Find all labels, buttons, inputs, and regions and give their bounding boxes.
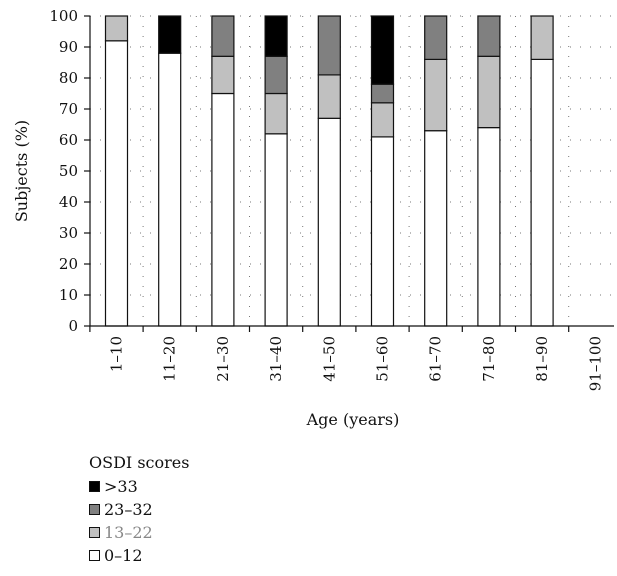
bar-segment	[424, 58, 448, 132]
legend-items: >33 23–32 13–22 0–12	[89, 475, 189, 567]
legend-label: 13–22	[104, 522, 153, 542]
bar-segment	[370, 83, 395, 104]
legend-swatch	[89, 550, 100, 561]
bar-segment	[104, 15, 129, 42]
legend-label: 23–32	[104, 499, 153, 519]
axes	[84, 15, 614, 332]
bar-segment	[104, 40, 129, 327]
x-tick-label: 31–40	[267, 336, 285, 382]
y-tick-label: 50	[59, 162, 78, 180]
y-axis-label: Subjects (%)	[12, 120, 31, 222]
bars	[104, 15, 554, 327]
legend-item: 13–22	[89, 521, 189, 544]
legend-swatch	[89, 527, 100, 538]
bar-segment	[264, 133, 288, 327]
bar-segment	[424, 15, 448, 61]
bar-segment	[370, 15, 395, 85]
x-tick-label: 41–50	[320, 336, 338, 382]
legend-swatch	[89, 504, 100, 515]
legend-label: 0–12	[104, 545, 143, 565]
y-tick-label: 90	[59, 38, 78, 56]
x-axis-label: Age (years)	[306, 410, 400, 429]
legend-item: 0–12	[89, 544, 189, 567]
legend-swatch	[89, 481, 100, 492]
bar-segment	[158, 52, 182, 327]
x-tick-label: 81–90	[533, 336, 551, 382]
bar-segment	[477, 126, 501, 327]
bar-segment	[477, 15, 501, 57]
y-tick-label: 10	[59, 286, 78, 304]
legend-title: OSDI scores	[89, 453, 190, 472]
bar-segment	[211, 15, 235, 57]
y-tick-label: 70	[59, 100, 78, 118]
legend-item: 23–32	[89, 498, 189, 521]
bar-segment	[211, 55, 235, 95]
x-tick-label: 1–10	[108, 336, 126, 372]
legend-item: >33	[89, 475, 189, 498]
y-tick-label: 0	[68, 317, 78, 335]
y-tick-labels: 0 10 20 30 40 50 60 70 80 90 100	[49, 7, 78, 335]
bar-segment	[264, 15, 288, 57]
x-tick-label: 11–20	[161, 336, 179, 382]
bar-segment	[264, 92, 288, 135]
x-tick-label: 51–60	[374, 336, 392, 382]
bar-segment	[264, 55, 288, 95]
x-tick-labels: 1–10 11–20 21–30 31–40 41–50 51–60 61–70 71–80 8…	[108, 336, 605, 391]
y-tick-label: 60	[59, 131, 78, 149]
x-tick-label: 61–70	[427, 336, 445, 382]
bar-segment	[158, 15, 182, 54]
bar-segment	[317, 74, 341, 119]
bar-segment	[370, 136, 395, 327]
legend: OSDI scores >33 23–32 13–22 0–12	[89, 451, 189, 567]
legend-label: >33	[104, 476, 138, 496]
bar-segment	[370, 102, 395, 138]
bar-segment	[317, 15, 341, 76]
bar-segment	[424, 130, 448, 327]
x-tick-label: 21–30	[214, 336, 232, 382]
y-tick-label: 40	[59, 193, 78, 211]
bar-segment	[211, 92, 235, 327]
y-tick-label: 20	[59, 255, 78, 273]
bar-segment	[530, 58, 554, 327]
x-tick-label: 91–100	[586, 336, 604, 391]
bar-segment	[477, 55, 501, 129]
y-tick-label: 30	[59, 224, 78, 242]
bar-segment	[530, 15, 554, 61]
y-tick-label: 100	[49, 7, 78, 25]
bar-segment	[317, 117, 341, 327]
x-tick-label: 71–80	[480, 336, 498, 382]
y-tick-label: 80	[59, 69, 78, 87]
